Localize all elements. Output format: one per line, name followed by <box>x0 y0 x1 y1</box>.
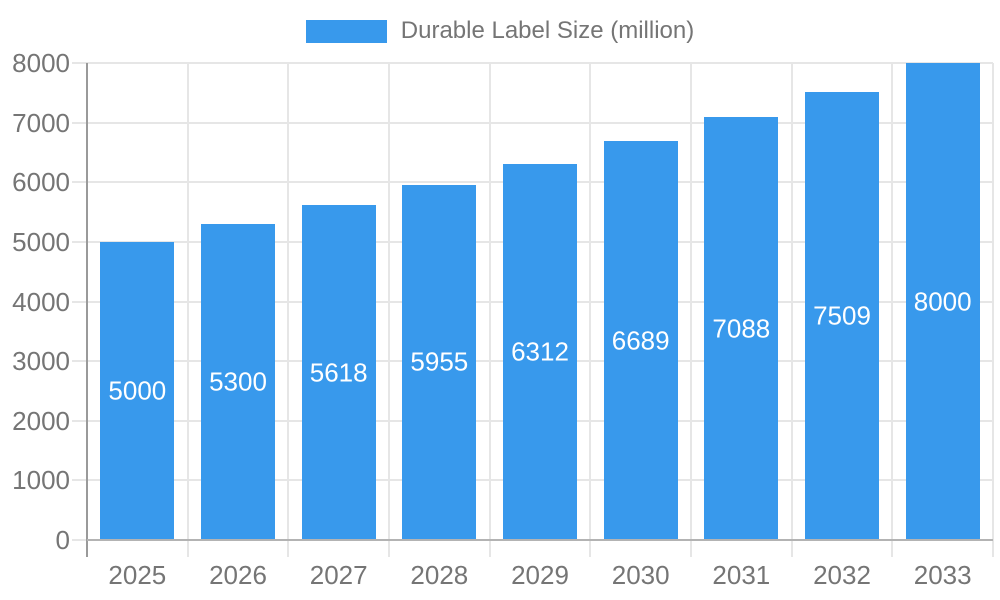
bar-value-label: 5618 <box>309 357 368 387</box>
x-tick-label: 2027 <box>309 560 368 590</box>
x-gridline <box>186 63 189 557</box>
bar-2025: 5000 <box>100 241 175 540</box>
bar-2026: 5300 <box>201 223 275 540</box>
legend-swatch[interactable] <box>305 19 387 43</box>
y-gridline <box>87 62 993 64</box>
y-axis-tick <box>72 419 87 422</box>
x-tick-label: 2030 <box>611 560 670 590</box>
y-axis-line <box>86 63 88 557</box>
x-gridline <box>891 63 894 557</box>
bar-2032: 7509 <box>805 92 879 540</box>
y-tick-label: 1000 <box>12 465 70 496</box>
y-gridline <box>87 121 993 124</box>
y-axis-tick <box>72 300 87 303</box>
x-tick-label: 2025 <box>108 560 167 590</box>
x-tick-label: 2026 <box>209 560 267 590</box>
x-gridline <box>992 63 994 557</box>
bar-value-label: 5300 <box>209 366 267 397</box>
y-tick-label: 7000 <box>12 107 70 138</box>
bar-value-label: 5000 <box>108 375 167 406</box>
x-tick-label: 2028 <box>410 560 469 590</box>
x-axis-line <box>87 539 993 541</box>
y-tick-label: 3000 <box>12 346 70 377</box>
y-tick-label: 0 <box>55 525 70 555</box>
y-axis-tick <box>72 539 87 541</box>
y-axis-tick <box>72 360 87 363</box>
y-tick-label: 8000 <box>12 48 70 78</box>
bar-2030: 6689 <box>603 141 678 540</box>
x-gridline <box>287 63 290 557</box>
x-gridline <box>488 63 491 557</box>
x-tick-label: 2031 <box>712 560 771 590</box>
y-tick-label: 4000 <box>12 286 70 317</box>
x-gridline <box>690 63 692 557</box>
y-tick-label: 5000 <box>12 226 70 257</box>
legend-label[interactable]: Durable Label Size (million) <box>400 17 695 44</box>
bar-2027: 5618 <box>301 205 376 540</box>
x-tick-label: 2029 <box>511 560 569 590</box>
bar-value-label: 6689 <box>611 325 670 356</box>
bar-value-label: 7509 <box>813 300 871 331</box>
x-gridline <box>589 63 592 557</box>
bar-2033: 8000 <box>905 63 980 540</box>
y-axis-tick <box>72 62 87 64</box>
chart-legend: Durable Label Size (million) <box>0 17 1000 45</box>
bar-2031: 7088 <box>704 117 779 540</box>
y-axis-tick <box>72 479 87 482</box>
y-axis-tick <box>72 121 87 124</box>
y-axis-tick <box>72 240 87 243</box>
y-tick-label: 6000 <box>12 167 70 198</box>
y-tick-label: 2000 <box>12 405 70 436</box>
bar-value-label: 7088 <box>712 313 771 344</box>
bar-value-label: 5955 <box>410 346 469 377</box>
y-axis-tick <box>72 181 87 184</box>
bar-value-label: 6312 <box>511 336 569 367</box>
x-tick-label: 2032 <box>813 560 871 590</box>
x-gridline <box>388 63 390 557</box>
bar-value-label: 8000 <box>913 286 972 316</box>
x-tick-label: 2033 <box>913 560 972 590</box>
bar-2028: 5955 <box>402 184 477 540</box>
x-gridline <box>790 63 793 557</box>
bar-2029: 6312 <box>503 163 577 540</box>
